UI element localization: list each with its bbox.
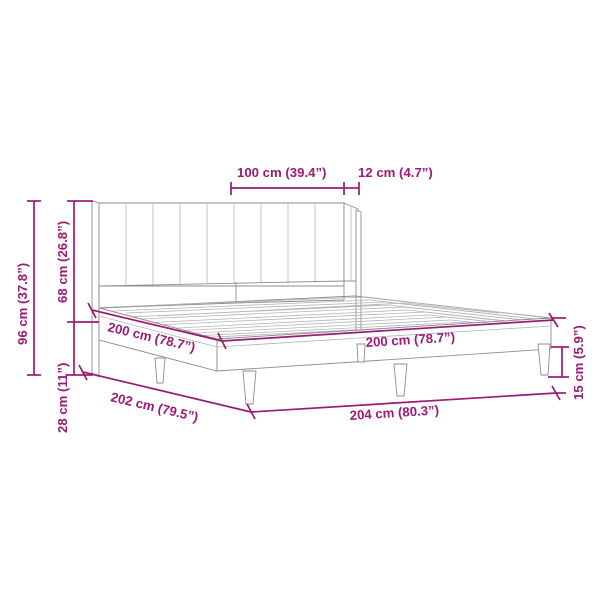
dimension-label-12cm: 12 cm (4.7”): [358, 165, 433, 180]
leg-front-right: [537, 343, 551, 376]
dimension-label-28cm: 28 cm (11”): [55, 363, 70, 433]
dimension-label-96cm: 96 cm (37.8”): [15, 263, 30, 345]
dimension-frame-height: 28 cm (11”): [55, 322, 93, 433]
dimension-label-202cm: 202 cm (79.5”): [109, 389, 199, 424]
dimension-label-204cm: 204 cm (80.3”): [349, 402, 439, 423]
dimension-label-200cm-length: 200 cm (78.7”): [365, 329, 455, 350]
headboard-panel: [98, 202, 345, 309]
leg-front-left: [242, 370, 257, 405]
headboard-tufting-lines: [125, 204, 316, 285]
headboard-left-post: [91, 200, 100, 378]
bed-frame-rails: [98, 307, 552, 372]
leg-back-left: [154, 357, 166, 384]
dimension-leg-height: 15 cm (5.9”): [548, 317, 586, 400]
bed-legs: [154, 343, 551, 405]
leg-back-mid: [356, 343, 366, 363]
leg-front-mid: [393, 363, 408, 397]
dimension-frame-length: 204 cm (80.3”): [250, 385, 561, 423]
bed-illustration: [91, 200, 552, 405]
dimension-headboard-wing-width: 12 cm (4.7”): [344, 165, 433, 195]
dimension-mattress-length: 200 cm (78.7”): [221, 312, 559, 350]
center-support-rail: [157, 302, 499, 317]
dimension-label-15cm: 15 cm (5.9”): [571, 325, 586, 400]
dimension-total-height: 96 cm (37.8”): [15, 200, 41, 376]
headboard-right-wing: [343, 202, 362, 346]
dimension-headboard-panel-width: 100 cm (39.4”): [230, 165, 345, 195]
dimension-headboard-height: 68 cm (26.8”): [55, 200, 99, 323]
dimension-label-68cm: 68 cm (26.8”): [55, 221, 70, 303]
dimension-frame-depth: 202 cm (79.5”): [78, 364, 256, 425]
dimension-label-100cm: 100 cm (39.4”): [237, 165, 326, 180]
